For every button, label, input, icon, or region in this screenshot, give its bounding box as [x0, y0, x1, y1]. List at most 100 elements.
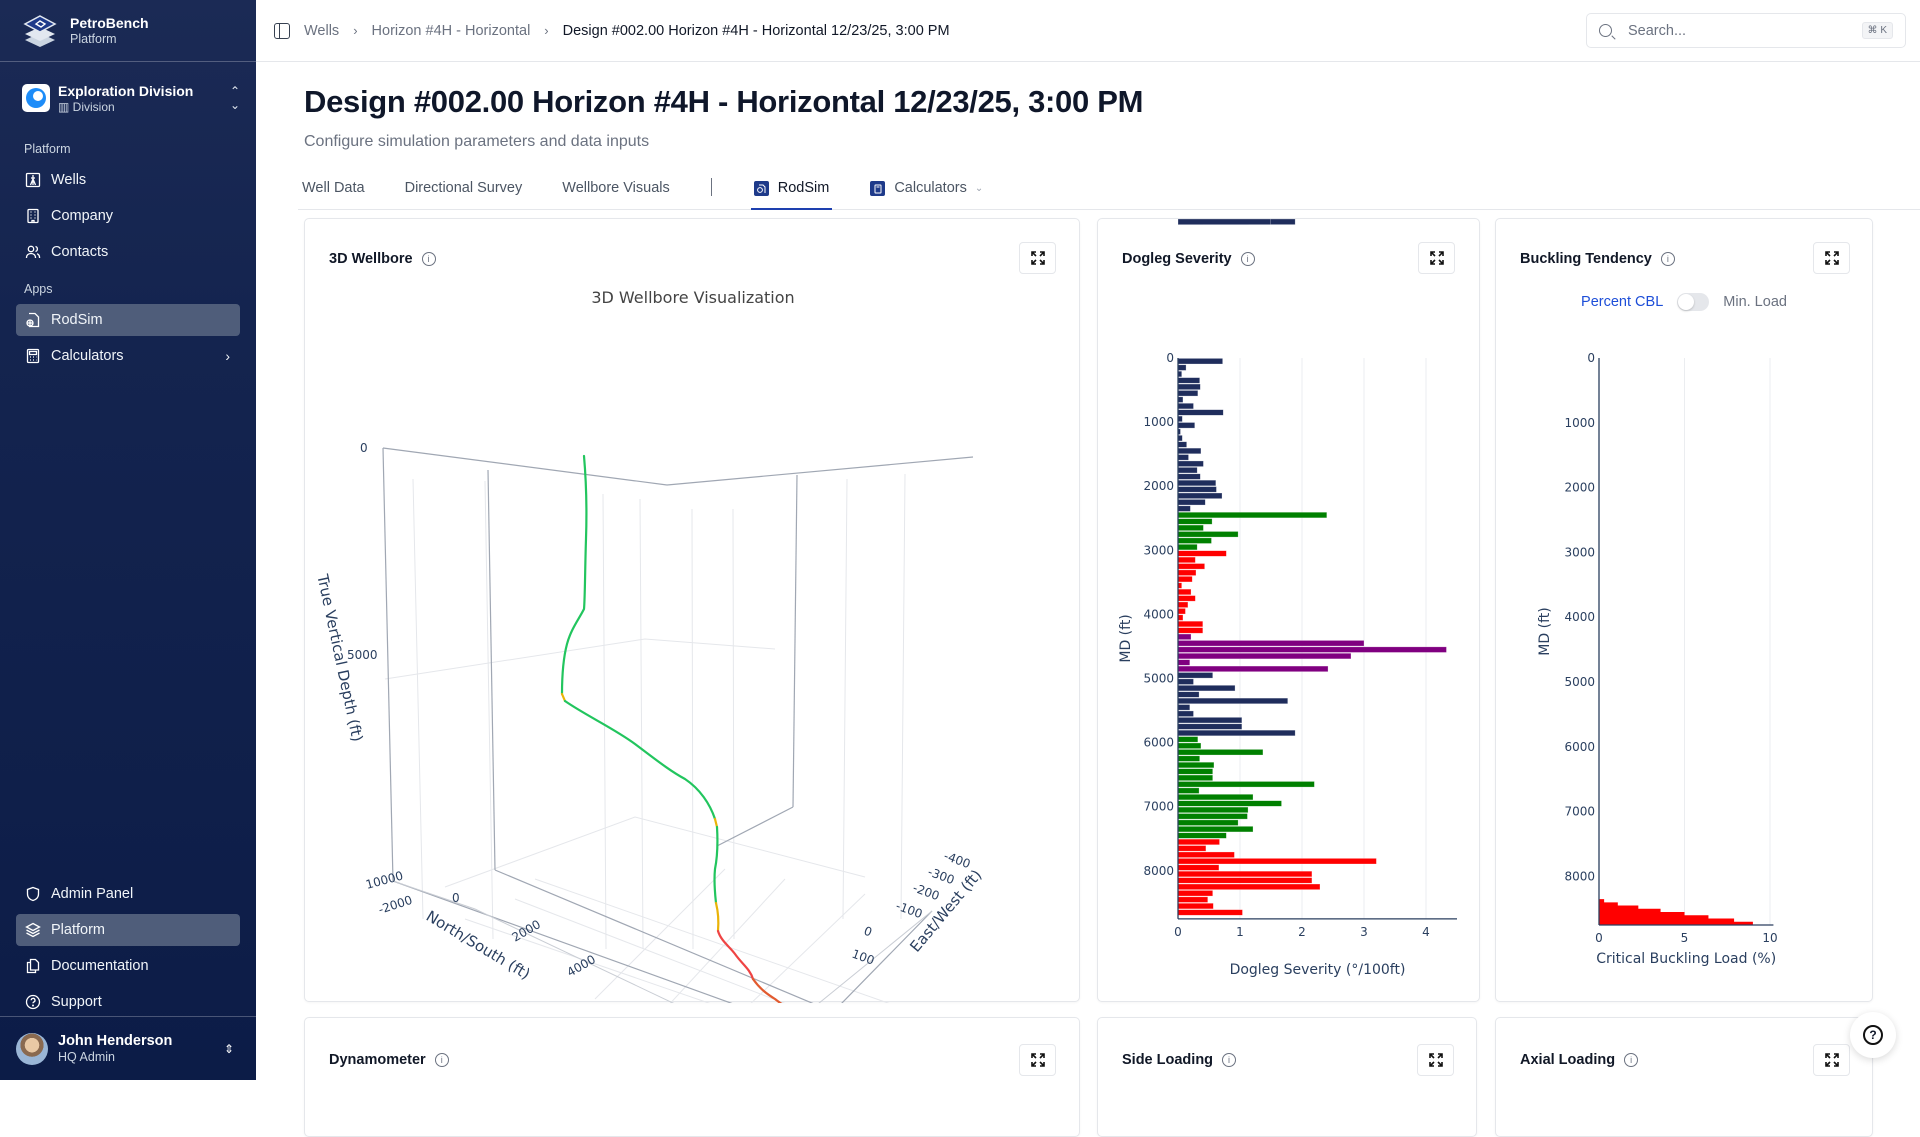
- card-dynamometer: Dynamometer i: [304, 1017, 1080, 1137]
- user-role: HQ Admin: [58, 1050, 172, 1065]
- shortcut-hint: ⌘ K: [1862, 22, 1893, 39]
- expand-icon: [1429, 1053, 1443, 1067]
- sidebar-item-admin-panel[interactable]: Admin Panel: [16, 878, 240, 910]
- tab-well-data[interactable]: Well Data: [298, 172, 365, 210]
- card-title: Axial Loading i: [1520, 1052, 1638, 1068]
- svg-text:-2000: -2000: [377, 893, 414, 917]
- svg-text:3: 3: [1360, 925, 1368, 939]
- org-type: ▥ Division: [58, 100, 193, 114]
- svg-text:4000: 4000: [1564, 610, 1595, 624]
- svg-text:4000: 4000: [565, 952, 598, 979]
- svg-text:1: 1: [1236, 925, 1244, 939]
- svg-text:8000: 8000: [1143, 864, 1174, 878]
- expand-button[interactable]: [1417, 1044, 1454, 1076]
- info-icon[interactable]: i: [1222, 1053, 1236, 1067]
- expand-button[interactable]: [1019, 1044, 1056, 1076]
- layers-icon: [25, 922, 41, 938]
- svg-text:MD (ft): MD (ft): [1118, 614, 1134, 662]
- svg-text:-200: -200: [911, 881, 941, 903]
- chevrons-up-down-icon: ⇕: [224, 1042, 234, 1056]
- sidebar-item-support[interactable]: Support: [16, 986, 240, 1018]
- card-title-text: Axial Loading: [1520, 1052, 1615, 1068]
- sidebar-item-platform[interactable]: Platform: [16, 914, 240, 946]
- sidebar-item-label: Documentation: [51, 958, 149, 974]
- documents-icon: [25, 958, 41, 974]
- svg-text:0: 0: [862, 924, 874, 940]
- info-icon[interactable]: i: [1624, 1053, 1638, 1067]
- brand-sub: Platform: [70, 31, 149, 47]
- brand[interactable]: PetroBench Platform: [0, 0, 256, 62]
- sidebar-item-rodsim[interactable]: RodSim: [16, 304, 240, 336]
- breadcrumb-well[interactable]: Horizon #4H - Horizontal: [372, 23, 531, 39]
- org-type-label: Division: [73, 100, 115, 114]
- card-title: Dynamometer i: [329, 1052, 449, 1068]
- svg-text:0: 0: [1587, 351, 1595, 365]
- sidebar-item-documentation[interactable]: Documentation: [16, 950, 240, 982]
- chevron-right-icon: ›: [225, 348, 230, 364]
- sidebar-item-label: Company: [51, 208, 113, 224]
- user-menu[interactable]: John Henderson HQ Admin ⇕: [0, 1016, 256, 1080]
- org-switcher[interactable]: Exploration Division ▥ Division ⌃⌄: [22, 78, 240, 118]
- svg-text:2000: 2000: [1564, 481, 1595, 495]
- search-input[interactable]: Search... ⌘ K: [1586, 13, 1906, 48]
- svg-text:0: 0: [452, 891, 460, 905]
- sidebar-item-label: Platform: [51, 922, 105, 938]
- x-axis-label: North/South (ft): [423, 907, 533, 983]
- sidebar-item-calculators[interactable]: Calculators ›: [16, 340, 240, 372]
- page-subtitle: Configure simulation parameters and data…: [304, 133, 649, 151]
- calculator-icon: [25, 348, 41, 364]
- section-label-platform: Platform: [24, 142, 256, 158]
- tab-rodsim[interactable]: RodSim: [751, 172, 833, 210]
- wellbore-trajectory: [562, 456, 801, 1003]
- card-3d-wellbore: 3D Wellbore i 3D Wellbore Visualization: [304, 218, 1080, 1002]
- tab-label: Calculators: [894, 180, 967, 196]
- nav-apps: RodSim Calculators ›: [0, 304, 256, 372]
- sidebar-item-label: Calculators: [51, 348, 124, 364]
- svg-text:1000: 1000: [1564, 416, 1595, 430]
- wellbore-3d-chart[interactable]: 3D Wellbore Visualization: [305, 219, 1081, 1003]
- sidebar-item-wells[interactable]: Wells: [16, 164, 240, 196]
- svg-text:Critical Buckling Load (%): Critical Buckling Load (%): [1596, 951, 1776, 967]
- svg-text:8000: 8000: [1564, 869, 1595, 883]
- card-title: Side Loading i: [1122, 1052, 1236, 1068]
- info-icon[interactable]: i: [435, 1053, 449, 1067]
- brand-name: PetroBench: [70, 15, 149, 31]
- svg-text:4: 4: [1422, 925, 1430, 939]
- svg-text:0: 0: [360, 441, 368, 455]
- sidebar-item-label: Wells: [51, 172, 86, 188]
- tab-bar: Well Data Directional Survey Wellbore Vi…: [298, 172, 1920, 210]
- org-name: Exploration Division: [58, 83, 193, 100]
- avatar: [16, 1033, 48, 1065]
- shield-icon: [25, 886, 41, 902]
- tab-calculators[interactable]: Calculators ⌄: [870, 172, 983, 210]
- svg-text:1000: 1000: [1143, 415, 1174, 429]
- x-axis-ticks: -2000 0 2000 4000: [377, 891, 598, 980]
- help-icon: ?: [1863, 1025, 1883, 1045]
- svg-text:0: 0: [1166, 351, 1174, 365]
- expand-button[interactable]: [1813, 1044, 1850, 1076]
- breadcrumb-current: Design #002.00 Horizon #4H - Horizontal …: [563, 23, 950, 39]
- help-button[interactable]: ?: [1850, 1012, 1896, 1058]
- tab-wellbore-visuals[interactable]: Wellbore Visuals: [562, 172, 669, 210]
- sidebar-toggle-icon[interactable]: [274, 23, 290, 39]
- tab-directional-survey[interactable]: Directional Survey: [405, 172, 523, 210]
- sidebar-item-company[interactable]: Company: [16, 200, 240, 232]
- help-circle-icon: [25, 994, 41, 1010]
- svg-text:6000: 6000: [1143, 736, 1174, 750]
- expand-icon: [1031, 1053, 1045, 1067]
- sidebar-item-label: RodSim: [51, 312, 103, 328]
- card-side-loading: Side Loading i: [1097, 1017, 1477, 1137]
- svg-text:100: 100: [850, 947, 876, 968]
- chevron-down-icon: ⌄: [975, 183, 983, 194]
- sidebar-item-label: Support: [51, 994, 102, 1010]
- tab-label: RodSim: [778, 180, 830, 196]
- sidebar-item-contacts[interactable]: Contacts: [16, 236, 240, 268]
- sidebar: PetroBench Platform Exploration Division…: [0, 0, 256, 1080]
- axis-box: [383, 448, 973, 1003]
- card-axial-loading: Axial Loading i: [1495, 1017, 1873, 1137]
- breadcrumb-wells[interactable]: Wells: [304, 23, 339, 39]
- nav-platform: Wells Company Contacts: [0, 164, 256, 268]
